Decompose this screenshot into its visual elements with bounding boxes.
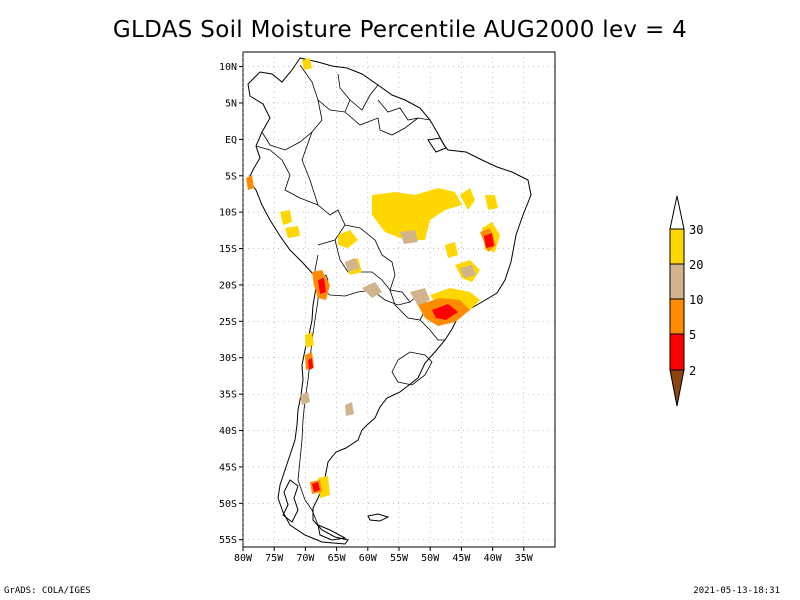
lat-tick-label: 50S xyxy=(219,499,237,510)
border-uruguay xyxy=(391,351,433,386)
shade-30-mato-grosso xyxy=(338,230,358,248)
lat-tick-label: 10N xyxy=(219,62,237,73)
lat-tick-label: 20S xyxy=(219,280,237,291)
lon-tick-label: 55W xyxy=(390,553,409,564)
lon-tick-label: 65W xyxy=(328,553,347,564)
border-bolivia-brazil xyxy=(344,224,396,291)
border-bolivia xyxy=(314,239,411,306)
shade-20-mato-grosso xyxy=(400,230,418,244)
shade-30-goias xyxy=(445,242,458,258)
colorbar: 30 20 10 5 2 xyxy=(669,195,703,407)
lat-tick-label: 40S xyxy=(219,426,237,437)
gridlines xyxy=(242,52,555,547)
border-brazil-peru-colombia xyxy=(301,131,319,206)
colorbar-label-5: 5 xyxy=(689,328,696,342)
shade-5-patagonia xyxy=(312,482,320,492)
shade-30-tocantins xyxy=(460,188,475,210)
colorbar-top-arrow xyxy=(669,195,685,230)
border-argentina-chile xyxy=(297,285,319,526)
border-argentina-brazil xyxy=(419,319,445,341)
shade-5-bahia xyxy=(484,233,494,248)
shade-30-chile-north xyxy=(305,332,314,348)
footer-credit: GrADS: COLA/IGES xyxy=(4,586,91,596)
colorbar-label-20: 20 xyxy=(689,258,703,272)
lat-tick-label: EQ xyxy=(225,135,237,146)
border-guyanas xyxy=(377,99,431,121)
shade-20-paraguay xyxy=(362,282,382,298)
lat-tick-label: 5N xyxy=(225,98,237,109)
lon-tick-label: 40W xyxy=(484,553,503,564)
lat-tick-label: 10S xyxy=(219,208,237,219)
lon-tick-label: 50W xyxy=(421,553,440,564)
lat-tick-label: 55S xyxy=(219,535,237,546)
lat-tick-label: 25S xyxy=(219,317,237,328)
colorbar-bin-30 xyxy=(669,228,685,265)
falkland-islands xyxy=(367,513,390,522)
border-colombia-venezuela xyxy=(299,64,351,113)
colorbar-bottom-arrow xyxy=(669,369,685,407)
lon-tick-label: 70W xyxy=(296,553,315,564)
lat-tick-label: 15S xyxy=(219,244,237,255)
shade-30-acre xyxy=(280,210,292,225)
colorbar-bin-20 xyxy=(669,263,685,300)
lat-tick-label: 30S xyxy=(219,353,237,364)
shade-20-bolivia xyxy=(345,258,360,272)
lat-tick-label: 45S xyxy=(219,462,237,473)
shade-5-sao-paulo xyxy=(432,304,458,320)
lon-tick-label: 80W xyxy=(234,553,253,564)
lon-tick-label: 35W xyxy=(515,553,534,564)
border-venezuela-guyana xyxy=(349,84,379,111)
coastline xyxy=(247,57,532,545)
lon-tick-label: 60W xyxy=(359,553,378,564)
shade-30-venezuela xyxy=(302,58,312,70)
lat-tick-label: 35S xyxy=(219,390,237,401)
footer-timestamp: 2021-05-13-18:31 xyxy=(693,586,780,596)
colorbar-label-2: 2 xyxy=(689,364,696,378)
shade-10-peru-coast xyxy=(246,175,254,190)
colorbar-bin-10 xyxy=(669,298,685,335)
map-title: GLDAS Soil Moisture Percentile AUG2000 l… xyxy=(112,17,688,43)
lon-tick-label: 45W xyxy=(452,553,471,564)
soil-moisture-shading xyxy=(246,58,500,498)
shade-5-chile-central xyxy=(308,358,313,370)
lon-tick-label: 75W xyxy=(265,553,284,564)
lat-tick-label: 5S xyxy=(225,171,237,182)
shade-20-argentina xyxy=(345,402,354,416)
shade-30-peru xyxy=(285,226,300,238)
shade-20-minas xyxy=(460,265,476,278)
shade-20-chile xyxy=(300,392,310,405)
shade-30-patagonia xyxy=(318,476,330,498)
border-brazil-north xyxy=(344,111,419,136)
south-america-coastline xyxy=(247,57,532,545)
shade-20-sao-paulo xyxy=(410,288,430,306)
colorbar-bin-5 xyxy=(669,333,685,371)
tierra-del-fuego xyxy=(317,524,347,541)
chile-fjords xyxy=(282,479,299,523)
shade-30-central-brazil xyxy=(372,188,462,240)
shade-30-northeast xyxy=(485,195,498,210)
colorbar-label-30: 30 xyxy=(689,223,703,237)
lon-tick-labels: 80W 75W 70W 65W 60W 55W 50W 45W 40W 35W xyxy=(234,547,534,564)
lat-tick-labels: 10N 5N EQ 5S 10S 15S 20S 25S 30S 35S 40S 45S 50S 55S xyxy=(219,62,243,546)
shade-5-chile-north xyxy=(318,278,326,294)
colorbar-label-10: 10 xyxy=(689,293,703,307)
border-ecuador-peru xyxy=(255,145,301,199)
border-colombia-brazil xyxy=(261,99,323,151)
marajo-island xyxy=(427,137,447,153)
